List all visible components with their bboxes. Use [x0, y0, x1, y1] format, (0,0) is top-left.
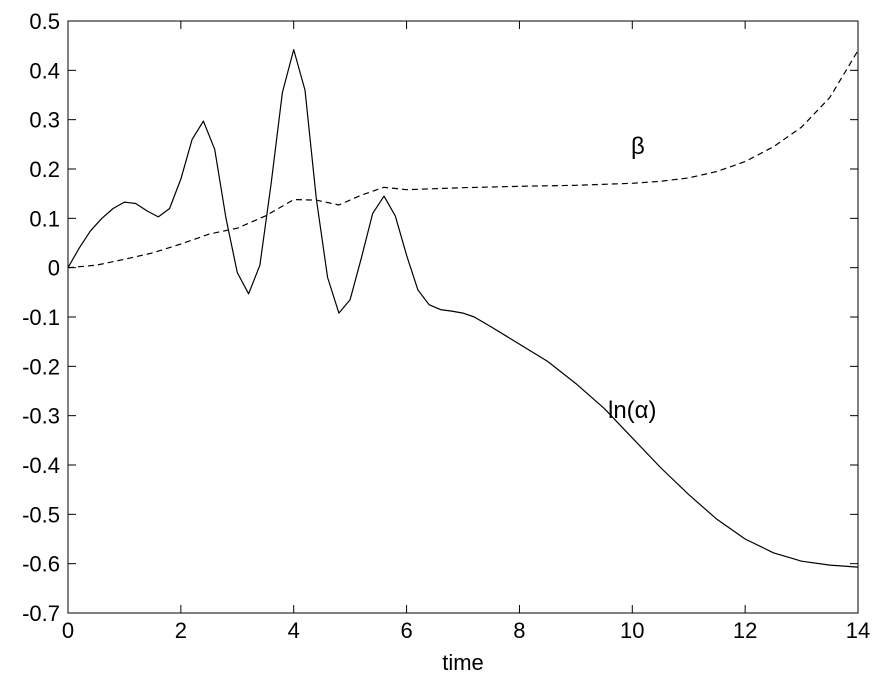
x-tick-label: 2 [175, 618, 187, 643]
x-tick-label: 14 [846, 618, 870, 643]
y-tick-label: -0.3 [22, 404, 60, 429]
x-tick-label: 12 [733, 618, 757, 643]
y-tick-label: 0.5 [29, 9, 60, 34]
y-tick-label: 0 [48, 256, 60, 281]
x-tick-label: 0 [62, 618, 74, 643]
y-axis: -0.7 -0.6 -0.5 -0.4 -0.3 -0.2 -0.1 0 0.1 0.2 0.3 0.… [22, 9, 858, 626]
annotation-beta: β [631, 133, 645, 160]
x-tick-label: 10 [620, 618, 644, 643]
y-tick-label: 0.2 [29, 157, 60, 182]
y-tick-label: 0.4 [29, 58, 60, 83]
series-line-beta [67, 50, 859, 269]
annotation-layer: β ln(α) [608, 133, 657, 424]
y-tick-label: -0.1 [22, 305, 60, 330]
series-layer [67, 48, 859, 568]
y-tick-label: -0.4 [22, 453, 60, 478]
y-tick-label: -0.6 [22, 552, 60, 577]
x-tick-label: 4 [288, 618, 300, 643]
plot-area [67, 20, 859, 614]
x-axis: 0 2 4 6 8 10 12 14 [62, 21, 870, 643]
y-tick-label: 0.1 [29, 206, 60, 231]
y-tick-label: -0.7 [22, 601, 60, 626]
x-axis-label: time [442, 650, 484, 675]
x-tick-label: 8 [513, 618, 525, 643]
y-tick-label: 0.3 [29, 108, 60, 133]
x-tick-label: 6 [400, 618, 412, 643]
y-tick-label: -0.2 [22, 354, 60, 379]
annotation-ln-alpha: ln(α) [608, 397, 657, 424]
series-line-ln-alpha [67, 48, 859, 568]
y-tick-label: -0.5 [22, 502, 60, 527]
